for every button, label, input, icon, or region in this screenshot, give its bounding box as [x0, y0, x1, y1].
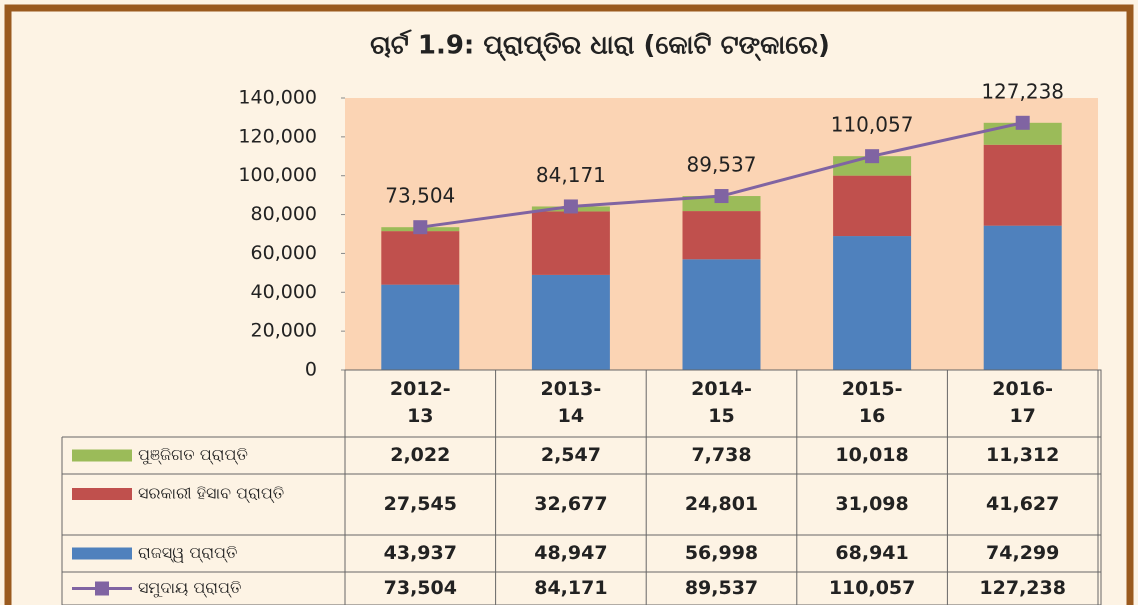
table-value: 32,677: [534, 493, 607, 515]
bar-segment: [682, 211, 761, 260]
legend-swatch: [72, 449, 132, 462]
line-marker: [714, 189, 729, 204]
bar-segment: [682, 196, 761, 212]
line-marker: [1015, 115, 1030, 130]
legend-marker: [95, 581, 109, 596]
y-tick-label: 100,000: [238, 164, 317, 186]
table-value: 2,547: [541, 444, 601, 466]
data-label: 110,057: [831, 113, 914, 137]
line-marker: [563, 199, 578, 214]
table-value: 89,537: [685, 577, 758, 599]
bar-segment: [833, 236, 912, 370]
bar-segment: [983, 144, 1062, 226]
line-marker: [413, 220, 428, 235]
category-cell: 2013-14: [540, 378, 602, 427]
table-value: 27,545: [384, 493, 457, 515]
bar-segment: [983, 225, 1062, 370]
frame: [4, 4, 1134, 605]
x-tick-label: 2016-17: [992, 378, 1054, 427]
table-value: 41,627: [986, 493, 1059, 515]
table-value: 84,171: [534, 577, 607, 599]
table-value: 24,801: [685, 493, 758, 515]
legend-label: ସରକାରୀ ହିସାବ ପ୍ରାପ୍ତି: [138, 484, 284, 503]
bar-segment: [531, 211, 610, 275]
x-tick-label: 2012-13: [389, 378, 451, 427]
bar-segment: [381, 284, 460, 370]
table-value: 127,238: [979, 577, 1066, 599]
y-tick-label: 60,000: [251, 242, 317, 264]
legend-swatch: [72, 547, 132, 560]
legend-swatch: [72, 488, 132, 500]
chart-title: ଚାର୍ଟ 1.9: ପ୍ରାପ୍ତିର ଧାରା (କୋଟି ଟଙ୍କାରେ): [370, 30, 830, 62]
line-marker: [865, 149, 880, 164]
data-label: 89,537: [687, 153, 757, 177]
x-tick-label: 2013-14: [540, 378, 602, 427]
table-value: 110,057: [829, 577, 916, 599]
bar-segment: [381, 231, 460, 285]
legend-label: ସମୁଦାୟ ପ୍ରାପ୍ତି: [138, 578, 241, 598]
table-value: 68,941: [835, 542, 908, 564]
table-value: 74,299: [986, 542, 1059, 564]
y-tick-label: 0: [305, 359, 317, 381]
data-label: 84,171: [536, 163, 606, 187]
category-cell: 2014-15: [691, 378, 752, 427]
table-value: 43,937: [384, 542, 457, 564]
table-value: 73,504: [384, 577, 457, 599]
table-value: 2,022: [390, 444, 450, 466]
bar-segment: [531, 274, 610, 370]
table-value: 48,947: [534, 542, 607, 564]
y-tick-label: 120,000: [238, 125, 317, 147]
table-value: 11,312: [986, 444, 1059, 466]
table-value: 7,738: [691, 444, 751, 466]
category-cell: 2015-16: [841, 378, 903, 427]
table-value: 56,998: [685, 542, 758, 564]
category-cell: 2016-17: [992, 378, 1054, 427]
data-label: 73,504: [385, 184, 455, 208]
bar-segment: [682, 259, 761, 370]
y-tick-label: 140,000: [238, 87, 317, 109]
table-value: 10,018: [835, 444, 908, 466]
y-tick-label: 80,000: [251, 203, 317, 225]
table-value: 31,098: [835, 493, 908, 515]
table-header: [344, 369, 1102, 605]
legend-label: ରାଜସ୍ୱ ପ୍ରାପ୍ତି: [138, 543, 237, 562]
x-tick-label: 2014-15: [691, 378, 752, 427]
category-cell: 2012-13: [389, 378, 451, 427]
data-label: 127,238: [981, 79, 1064, 103]
legend-label: ପୁଞ୍ଜିଗତ ପ୍ରାପ୍ତି: [138, 445, 248, 465]
y-tick-label: 40,000: [251, 281, 317, 303]
x-tick-label: 2015-16: [841, 378, 903, 427]
bar-segment: [833, 175, 912, 237]
y-tick-label: 20,000: [251, 320, 317, 342]
